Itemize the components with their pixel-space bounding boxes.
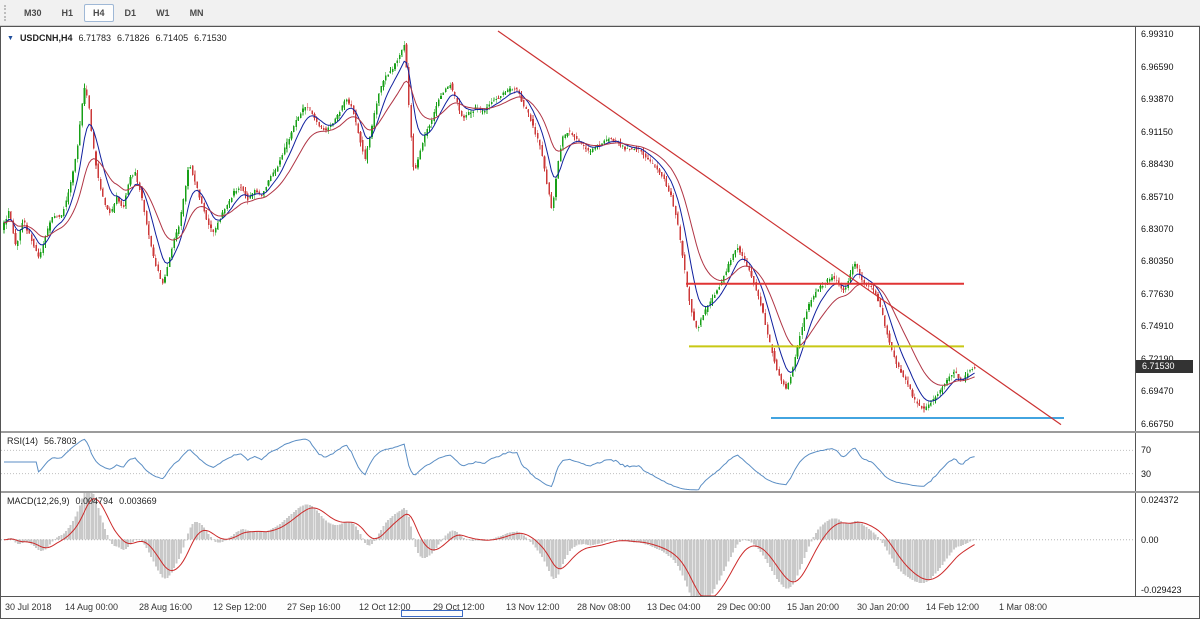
current-price-badge: 6.71530 <box>1136 360 1193 374</box>
rsi-line <box>4 438 975 491</box>
chart-window: ▼ USDCNH,H4 6.71783 6.71826 6.71405 6.71… <box>0 26 1200 619</box>
price-axis-label: 6.83070 <box>1141 223 1174 234</box>
price-axis-label: 6.69470 <box>1141 386 1174 397</box>
rsi-axis-30: 30 <box>1141 468 1152 479</box>
price-axis-label: 6.91150 <box>1141 126 1173 137</box>
price-axis-label: 6.74910 <box>1141 321 1174 332</box>
timeframe-button-mn[interactable]: MN <box>189 7 204 18</box>
price-axis-label: 6.77630 <box>1141 288 1174 299</box>
candlestick-chart[interactable] <box>1 27 1135 431</box>
timeframe-button-d1[interactable]: D1 <box>124 7 137 18</box>
price-axis-label: 6.93870 <box>1141 94 1174 105</box>
time-axis-marker <box>401 610 463 617</box>
time-axis-label: 29 Dec 00:00 <box>717 602 771 612</box>
time-axis-label: 27 Sep 16:00 <box>287 602 341 612</box>
timeframe-button-w1[interactable]: W1 <box>156 7 170 18</box>
price-axis-label: 6.80350 <box>1141 256 1174 267</box>
price-axis-label: 6.85710 <box>1141 191 1174 202</box>
macd-histogram <box>3 493 976 596</box>
timeframe-button-m30[interactable]: M30 <box>24 7 42 18</box>
price-axis-label: 6.99310 <box>1141 29 1174 39</box>
panel-divider[interactable] <box>1 431 1199 433</box>
rsi-chart[interactable] <box>1 433 1135 491</box>
macd-axis-min: -0.029423 <box>1141 585 1182 595</box>
price-axis-label: 6.72190 <box>1141 353 1174 364</box>
time-axis[interactable]: 30 Jul 2018 14 Aug 00:00 28 Aug 16:00 12 Se… <box>1 596 1199 618</box>
timeframe-buttons: M30 H1 H4 D1 W1 MN <box>14 3 214 22</box>
time-axis-label: 13 Nov 12:00 <box>506 602 560 612</box>
time-axis-label: 30 Jan 20:00 <box>857 602 910 612</box>
price-axis-label: 6.88430 <box>1141 159 1174 170</box>
time-axis-label: 15 Jan 20:00 <box>787 602 840 612</box>
timeframe-toolbar: M30 H1 H4 D1 W1 MN <box>0 0 1200 26</box>
time-axis-label: 28 Nov 08:00 <box>577 602 631 612</box>
time-axis-label: 14 Aug 00:00 <box>65 602 119 612</box>
time-axis-label: 29 Oct 12:00 <box>433 602 485 612</box>
ma-slow-line <box>3 80 975 386</box>
time-axis-label: 28 Aug 16:00 <box>139 602 193 612</box>
descending-trendline[interactable] <box>497 30 1062 426</box>
rsi-axis-70: 70 <box>1141 445 1152 456</box>
timeframe-button-h1[interactable]: H1 <box>61 7 74 18</box>
time-axis-label: 30 Jul 2018 <box>5 602 52 612</box>
macd-signal-line <box>3 498 975 596</box>
candlestick-series <box>3 41 976 413</box>
time-axis-label: 14 Feb 12:00 <box>926 602 980 612</box>
macd-chart[interactable] <box>1 493 1135 596</box>
macd-axis-zero: 0.00 <box>1141 534 1159 545</box>
toolbar-grip[interactable] <box>4 4 8 21</box>
macd-axis-max: 0.024372 <box>1141 495 1179 505</box>
price-axis-label: 6.66750 <box>1141 419 1174 429</box>
panel-divider[interactable] <box>1 491 1199 493</box>
time-axis-label: 12 Oct 12:00 <box>359 602 411 612</box>
chart-menu-icon[interactable]: ▼ <box>7 34 14 42</box>
time-axis-label: 13 Dec 04:00 <box>647 602 701 612</box>
price-axis[interactable]: 6.71530 6.99310 6.96590 6.93870 6.91150 6.88… <box>1135 27 1199 596</box>
time-axis-label: 12 Sep 12:00 <box>213 602 267 612</box>
time-axis-label: 1 Mar 08:00 <box>999 602 1048 612</box>
timeframe-button-h4[interactable]: H4 <box>84 3 114 22</box>
price-axis-label: 6.96590 <box>1141 61 1174 72</box>
